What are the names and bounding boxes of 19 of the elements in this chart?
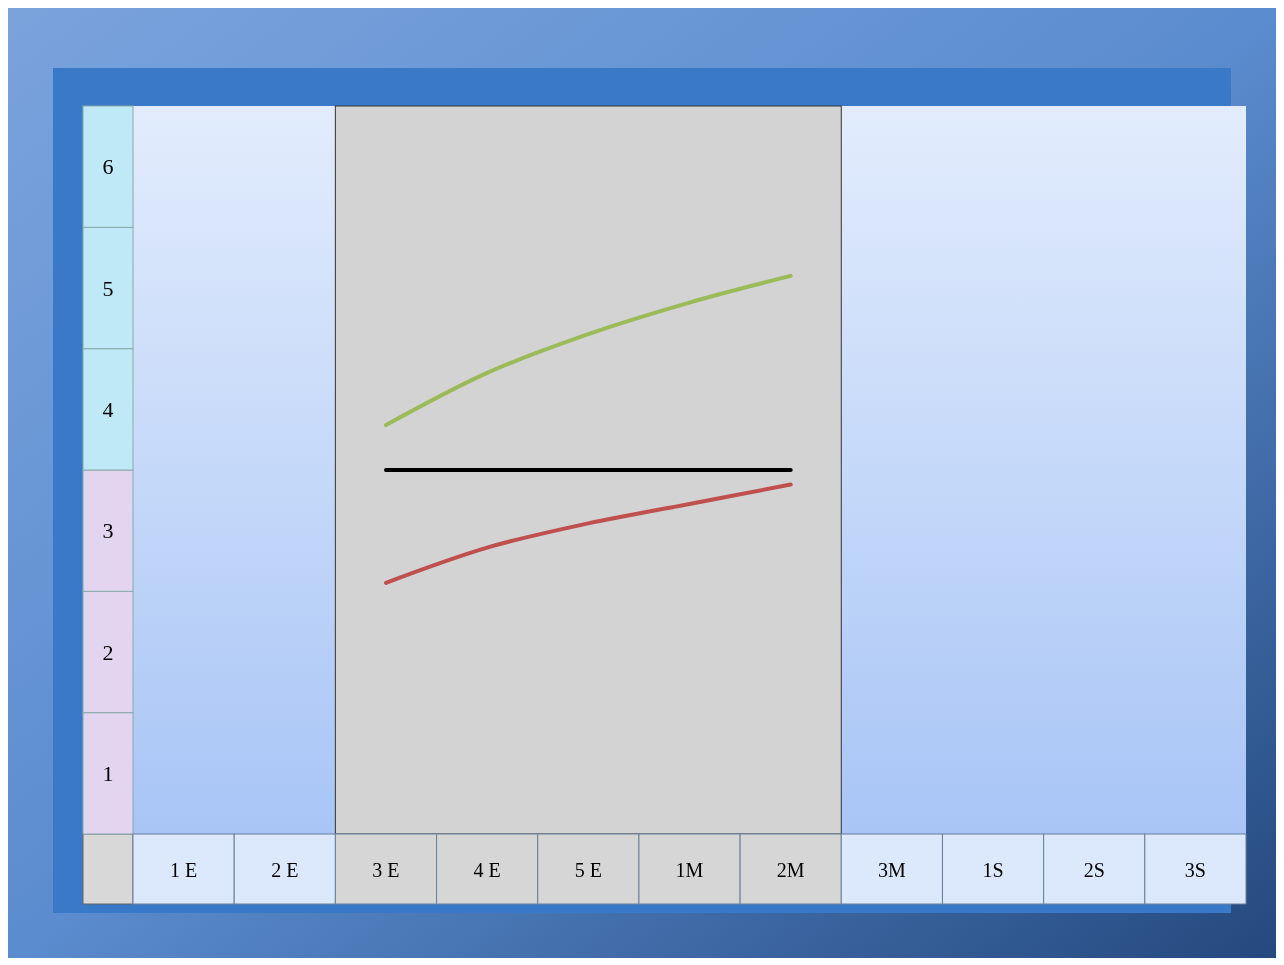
- y-tick-label: 6: [102, 154, 114, 180]
- line-series: [383, 273, 793, 428]
- line-series: [383, 482, 793, 585]
- y-tick-label: 5: [102, 275, 114, 301]
- y-tick-label: 3: [102, 518, 114, 544]
- x-tick-label: 5 E: [574, 859, 602, 881]
- x-tick-label: 1 E: [169, 859, 198, 881]
- y-tick-label: 4: [102, 396, 114, 422]
- y-tick-label: 1: [102, 760, 114, 786]
- x-tick-label: 2M: [776, 859, 805, 881]
- x-tick-label: 3M: [877, 859, 906, 881]
- x-tick-label: 1M: [675, 859, 704, 881]
- x-tick-label: 4 E: [473, 859, 501, 881]
- x-tick-label: 2 E: [271, 859, 299, 881]
- x-tick-label: 3 E: [372, 859, 400, 881]
- y-tick-label: 2: [102, 639, 114, 665]
- x-tick-label: 1S: [982, 859, 1004, 881]
- x-tick-label: 3S: [1184, 859, 1206, 881]
- x-tick-label: 2S: [1083, 859, 1105, 881]
